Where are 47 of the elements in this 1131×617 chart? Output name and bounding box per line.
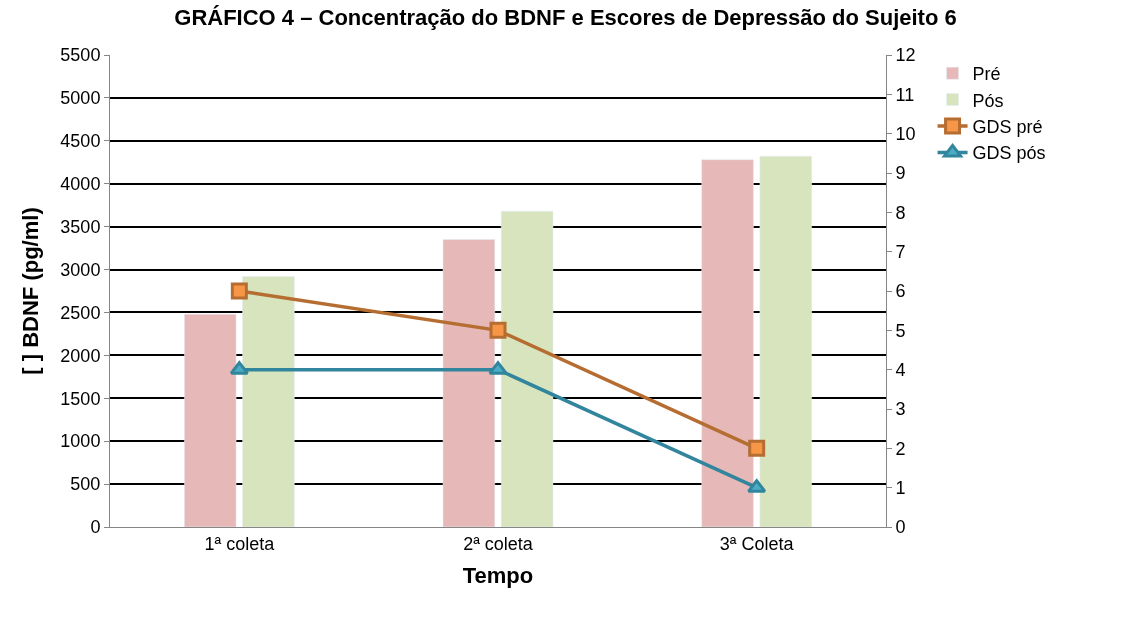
y-tick-label: 2000 — [60, 345, 101, 366]
point — [230, 282, 248, 300]
bar — [759, 156, 812, 527]
y-tick-label: 500 — [70, 474, 101, 495]
y2-tick-label: 8 — [895, 202, 906, 223]
y-tick-label: 5000 — [60, 88, 101, 109]
y2-tick-label: 9 — [895, 163, 906, 184]
y2-tick-label: 0 — [895, 517, 906, 538]
y-tick-label: 0 — [90, 517, 101, 538]
y-tick-label: 2500 — [60, 302, 101, 323]
y2-tick-label: 4 — [895, 359, 906, 380]
bar — [442, 239, 496, 527]
legend-label: GDS pós — [972, 143, 1046, 164]
legend-label: GDS pré — [972, 117, 1043, 138]
y2-tick-label: 5 — [895, 320, 906, 341]
y2-tick-label: 3 — [895, 399, 906, 420]
legend-label: Pós — [972, 90, 1004, 111]
y2-tick-label: 12 — [895, 45, 916, 66]
bar — [701, 159, 754, 527]
bar — [242, 276, 295, 527]
y-tick-label: 5500 — [60, 45, 101, 66]
point — [488, 361, 508, 375]
y2-tick-label: 11 — [895, 84, 915, 105]
y-axis-title: [ ] BDNF (pg/ml) — [18, 207, 44, 375]
y2-tick-label: 1 — [895, 477, 906, 498]
y-tick-label: 4500 — [60, 131, 101, 152]
point — [229, 361, 249, 375]
y-tick-label: 3500 — [60, 216, 101, 237]
y2-tick-label: 6 — [895, 281, 906, 302]
x-tick-label: 2ª coleta — [463, 533, 534, 554]
y2-tick-label: 10 — [895, 123, 916, 144]
y-tick-label: 3000 — [60, 259, 101, 280]
point — [748, 439, 766, 457]
y-tick-label: 4000 — [60, 174, 101, 195]
x-axis-title: Tempo — [462, 563, 534, 589]
point — [489, 321, 507, 339]
y2-tick-label: 7 — [895, 241, 906, 262]
point — [747, 479, 767, 493]
chart-title: GRÁFICO 4 – Concentração do BDNF e Escores de Depressão do Sujeito 6 — [174, 4, 957, 30]
y2-tick-label: 2 — [895, 438, 906, 459]
bar — [500, 210, 554, 527]
x-tick-label: 1ª coleta — [204, 533, 276, 554]
bar — [184, 313, 237, 527]
y-tick-label: 1500 — [60, 388, 101, 409]
legend-label: Pré — [972, 64, 1001, 85]
x-tick-label: 3ª Coleta — [719, 533, 795, 554]
y-tick-label: 1000 — [60, 431, 101, 452]
